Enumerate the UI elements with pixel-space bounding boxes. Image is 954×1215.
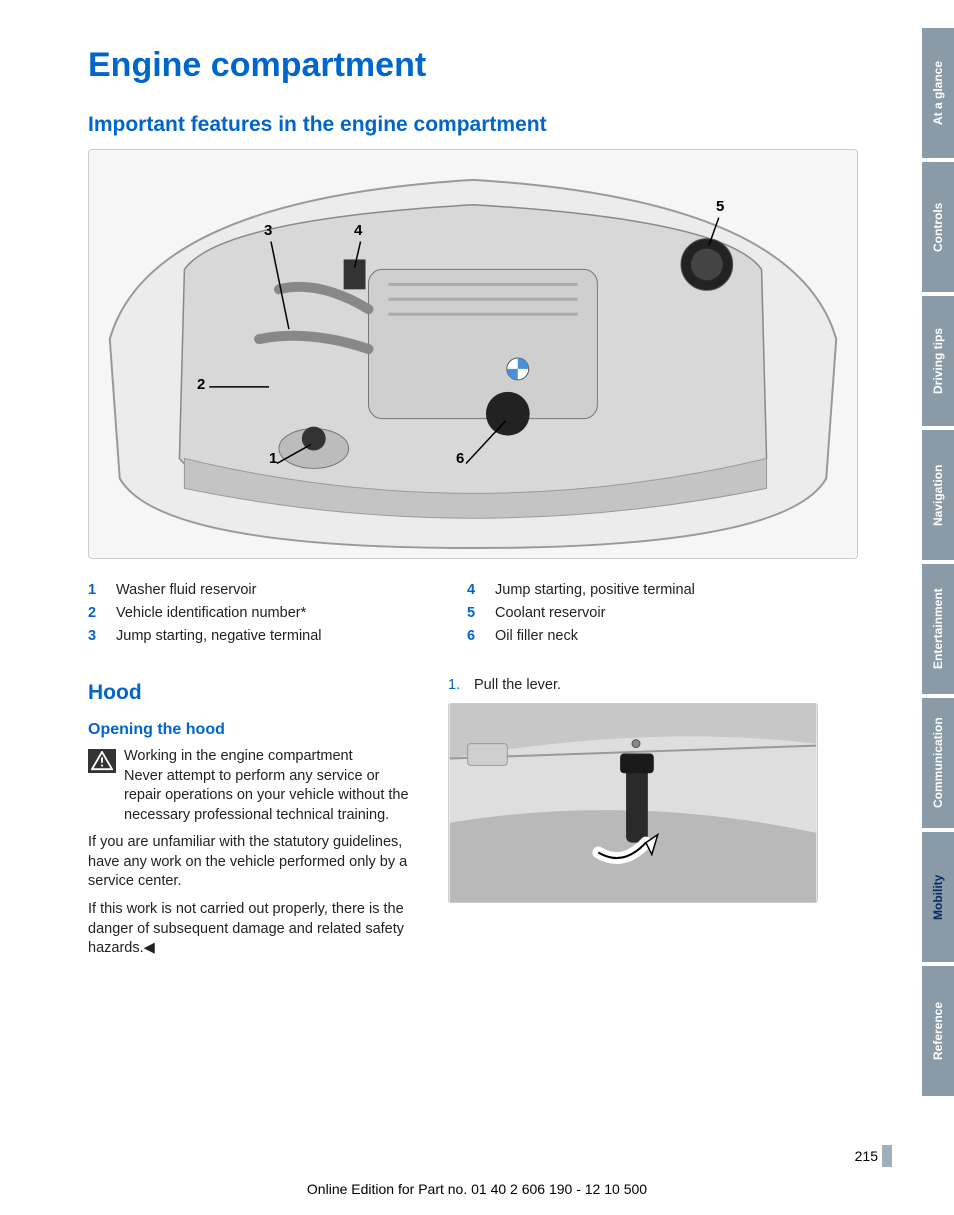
tab-at-a-glance[interactable]: At a glance [922, 28, 954, 158]
feature-number: 3 [88, 628, 116, 644]
page-number: 215 [855, 1145, 892, 1167]
feature-label: Oil filler neck [495, 628, 578, 644]
feature-col-right: 4 Jump starting, positive terminal 5 Coo… [467, 575, 818, 651]
step-number: 1. [448, 677, 474, 693]
warning-text: Working in the engine compartment Never … [124, 747, 420, 825]
section-heading: Important features in the engine compart… [88, 113, 818, 137]
warning-block: Working in the engine compartment Never … [88, 747, 420, 825]
warning-body: Never attempt to perform any service or … [124, 768, 409, 823]
feature-item: 6 Oil filler neck [467, 628, 818, 644]
feature-number: 4 [467, 582, 495, 598]
callout-2: 2 [197, 376, 205, 393]
left-column: Hood Opening the hood Working in the eng… [88, 671, 420, 959]
document-page: Engine compartment Important features in… [0, 0, 878, 989]
tab-navigation[interactable]: Navigation [922, 430, 954, 560]
hood-lever-figure [448, 703, 818, 903]
hood-heading: Hood [88, 681, 420, 705]
feature-item: 2 Vehicle identification number* [88, 605, 439, 621]
page-title: Engine compartment [88, 46, 818, 85]
tab-driving-tips[interactable]: Driving tips [922, 296, 954, 426]
paragraph: If this work is not carried out properly… [88, 900, 420, 959]
feature-item: 4 Jump starting, positive terminal [467, 582, 818, 598]
feature-label: Washer fluid reservoir [116, 582, 256, 598]
feature-number: 5 [467, 605, 495, 621]
warning-icon [88, 749, 116, 773]
lower-columns: Hood Opening the hood Working in the eng… [88, 671, 818, 959]
warning-title: Working in the engine compartment [124, 748, 353, 764]
opening-heading: Opening the hood [88, 721, 420, 739]
tab-communication[interactable]: Communication [922, 698, 954, 828]
feature-label: Vehicle identification number* [116, 605, 306, 621]
callout-4: 4 [354, 222, 362, 239]
engine-compartment-figure: 1 2 3 4 5 6 [88, 149, 858, 559]
callout-1: 1 [269, 450, 277, 467]
tab-entertainment[interactable]: Entertainment [922, 564, 954, 694]
page-number-value: 215 [855, 1148, 878, 1164]
paragraph: If you are unfamiliar with the statutory… [88, 833, 420, 892]
feature-label: Coolant reservoir [495, 605, 605, 621]
page-number-bar [882, 1145, 892, 1167]
callout-3: 3 [264, 222, 272, 239]
side-tabs: At a glance Controls Driving tips Naviga… [922, 28, 954, 1096]
tab-reference[interactable]: Reference [922, 966, 954, 1096]
feature-item: 5 Coolant reservoir [467, 605, 818, 621]
feature-number: 2 [88, 605, 116, 621]
tab-controls[interactable]: Controls [922, 162, 954, 292]
callout-6: 6 [456, 450, 464, 467]
feature-label: Jump starting, positive terminal [495, 582, 695, 598]
callout-5: 5 [716, 198, 724, 215]
feature-number: 6 [467, 628, 495, 644]
feature-col-left: 1 Washer fluid reservoir 2 Vehicle ident… [88, 575, 439, 651]
engine-svg [89, 150, 857, 558]
step-text: Pull the lever. [474, 677, 561, 693]
right-column: 1. Pull the lever. [448, 671, 818, 959]
feature-legend: 1 Washer fluid reservoir 2 Vehicle ident… [88, 575, 818, 651]
feature-label: Jump starting, negative terminal [116, 628, 322, 644]
feature-item: 1 Washer fluid reservoir [88, 582, 439, 598]
footer-text: Online Edition for Part no. 01 40 2 606 … [0, 1181, 954, 1197]
feature-item: 3 Jump starting, negative terminal [88, 628, 439, 644]
feature-number: 1 [88, 582, 116, 598]
tab-mobility[interactable]: Mobility [922, 832, 954, 962]
step-item: 1. Pull the lever. [448, 677, 818, 693]
